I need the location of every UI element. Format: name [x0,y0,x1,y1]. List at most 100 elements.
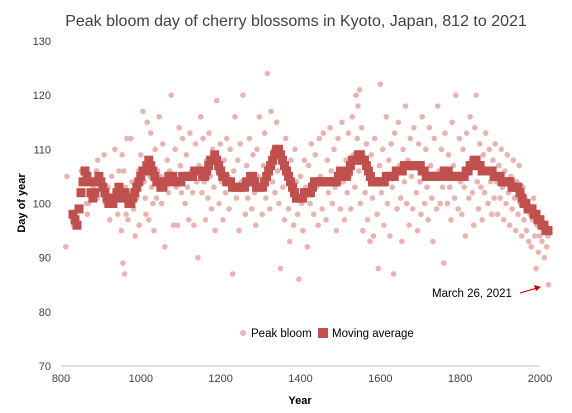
moving-average-point [361,161,371,171]
peak-bloom-point [447,184,453,190]
moving-average-point [202,166,212,176]
peak-bloom-point [199,189,205,196]
peak-bloom-point [442,130,448,136]
peak-bloom-point [245,195,251,201]
moving-average-point [475,161,485,171]
peak-bloom-point [315,222,321,228]
peak-bloom-point [482,130,489,136]
moving-average-point [214,161,224,171]
peak-bloom-point [249,206,255,212]
peak-bloom-point [120,260,126,266]
peak-bloom-point [397,195,404,201]
peak-bloom-point [445,152,452,158]
peak-bloom-point [151,227,157,234]
peak-bloom-point [114,211,121,218]
peak-bloom-point [320,130,327,136]
peak-bloom-point [184,184,191,190]
peak-bloom-point [192,141,199,147]
moving-average-point [419,166,429,176]
peak-bloom-point [305,162,312,169]
peak-bloom-point [512,227,519,234]
peak-bloom-point [356,168,362,174]
peak-bloom-point [200,135,206,142]
peak-bloom-point [377,81,384,88]
x-tick-label: 1600 [368,373,392,385]
peak-bloom-point [401,179,408,185]
peak-bloom-point [391,130,398,136]
x-tick-label: 2000 [528,373,552,385]
y-tick-label: 70 [39,361,51,373]
x-tick-label: 1800 [448,373,472,385]
peak-bloom-point [368,152,375,158]
peak-bloom-point [352,184,358,190]
peak-bloom-point [112,146,118,153]
peak-bloom-point [233,195,240,201]
peak-bloom-point [459,211,465,218]
peak-bloom-point [532,233,538,239]
peak-bloom-point [435,103,441,109]
peak-bloom-point [476,141,483,147]
moving-average-series [68,144,553,236]
peak-bloom-point [357,200,364,207]
peak-bloom-point [211,184,217,190]
moving-average-point [505,177,515,187]
peak-bloom-point [490,157,496,163]
peak-bloom-point [437,200,444,207]
peak-bloom-point [226,206,232,212]
moving-average-point [220,171,230,181]
moving-average-point [270,150,280,160]
peak-bloom-point [138,152,144,158]
peak-bloom-point [329,200,336,207]
peak-bloom-point [369,195,376,201]
peak-bloom-point [274,168,281,174]
peak-bloom-point [370,233,377,239]
peak-bloom-point [494,211,501,218]
y-tick-label: 110 [33,144,51,156]
peak-bloom-point [222,189,229,196]
peak-bloom-point [472,124,478,131]
moving-average-point [280,161,289,171]
moving-average-point [210,150,220,160]
peak-bloom-point [409,206,416,212]
peak-bloom-point [164,157,170,163]
peak-bloom-point [174,222,181,228]
peak-bloom-point [189,189,196,196]
moving-average-point [437,171,447,181]
peak-bloom-point [473,92,479,98]
peak-bloom-point [237,141,243,147]
peak-bloom-point [541,254,548,261]
peak-bloom-point [403,200,410,207]
moving-average-point [515,188,525,198]
moving-average-point [212,155,222,165]
moving-average-point [96,177,106,187]
moving-average-point [308,182,317,192]
peak-bloom-point [545,282,552,288]
peak-bloom-point [425,217,432,223]
peak-bloom-point [469,189,476,196]
moving-average-point [162,177,172,187]
moving-average-point [415,161,425,171]
moving-average-point [126,199,136,208]
moving-average-point [140,166,150,176]
peak-bloom-point [106,217,113,223]
peak-bloom-point [259,211,266,218]
moving-average-point [94,171,104,181]
peak-bloom-point [272,189,278,196]
moving-average-point [74,204,84,214]
moving-average-point [284,171,293,181]
peak-bloom-point [497,195,503,201]
peak-bloom-point [418,211,424,218]
moving-average-point [495,171,505,181]
peak-bloom-point [331,146,337,153]
peak-bloom-point [379,146,386,153]
peak-bloom-point [349,114,356,120]
peak-bloom-point [156,114,162,120]
moving-average-point [132,182,142,192]
peak-bloom-point [419,114,426,120]
moving-average-point [200,171,210,181]
peak-bloom-point [325,189,332,196]
moving-average-point [290,188,299,198]
peak-bloom-point [479,217,485,223]
peak-bloom-point [423,146,429,153]
moving-average-point [216,166,226,176]
